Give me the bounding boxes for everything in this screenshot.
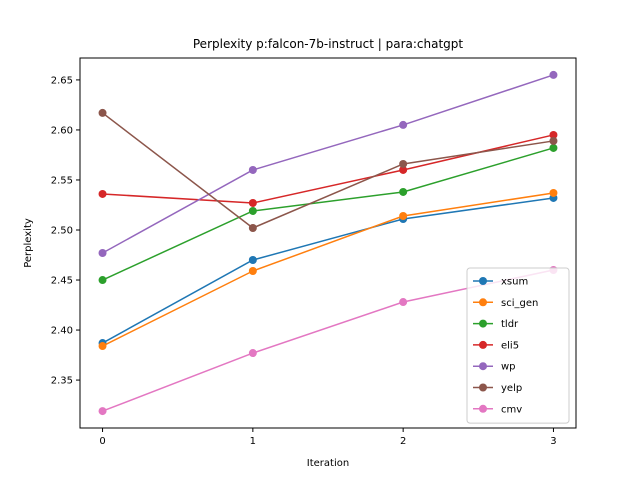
y-axis-label: Perplexity: [23, 218, 34, 268]
legend-label: xsum: [501, 277, 528, 288]
legend-item: sci_gen: [473, 298, 538, 309]
y-tick-label: 2.65: [51, 75, 73, 86]
legend-marker: [479, 383, 487, 392]
x-tick-label: 1: [250, 436, 256, 447]
series-tldr: [98, 143, 558, 285]
x-tick-label: 2: [400, 436, 406, 447]
data-point-wp: [549, 70, 558, 79]
legend-label: cmv: [501, 404, 522, 415]
legend-item: yelp: [473, 383, 522, 394]
chart-title: Perplexity p:falcon-7b-instruct | para:c…: [193, 37, 464, 51]
x-tick-label: 3: [550, 436, 556, 447]
legend-item: eli5: [473, 340, 519, 351]
y-axis: 2.35 2.40 2.45 2.50 2.55 2.60 2.65: [51, 75, 80, 387]
data-point-wp: [399, 120, 408, 129]
legend-item: cmv: [473, 404, 522, 415]
data-point-tldr: [549, 143, 558, 152]
legend-label: yelp: [501, 383, 522, 394]
data-point-tldr: [399, 187, 408, 196]
data-point-tldr: [98, 276, 107, 285]
series-line-xsum: [102, 197, 554, 344]
data-point-wp: [98, 249, 107, 258]
series-sci_gen: [98, 188, 558, 351]
plot-area-frame: [79, 57, 577, 429]
legend-label: tldr: [501, 319, 519, 330]
data-point-wp: [248, 165, 257, 174]
series-line-wp: [102, 74, 554, 254]
data-point-eli5: [549, 130, 558, 139]
data-point-eli5: [98, 189, 107, 198]
data-point-sci_gen: [98, 342, 107, 351]
x-axis-label: Iteration: [307, 458, 349, 469]
series-yelp: [98, 108, 558, 232]
data-point-cmv: [399, 298, 408, 307]
legend-item: wp: [473, 362, 516, 373]
series-line-tldr: [102, 147, 554, 281]
legend-marker: [479, 404, 487, 413]
series-wp: [98, 70, 558, 258]
y-tick-label: 2.40: [51, 326, 73, 337]
series-layer: [98, 70, 558, 416]
legend-label: sci_gen: [501, 298, 538, 309]
data-point-xsum: [248, 256, 257, 265]
data-point-eli5: [248, 198, 257, 207]
y-tick-label: 2.55: [51, 175, 73, 186]
series-line-yelp: [102, 112, 554, 229]
legend-box: [466, 267, 570, 424]
y-tick-label: 2.50: [51, 225, 73, 236]
legend-item: xsum: [473, 277, 528, 288]
data-point-cmv: [98, 407, 107, 416]
data-point-yelp: [98, 108, 107, 117]
data-point-yelp: [549, 136, 558, 145]
y-tick-label: 2.60: [51, 125, 73, 136]
data-point-sci_gen: [399, 211, 408, 220]
x-axis: 0 1 2 3: [99, 428, 557, 447]
data-point-eli5: [399, 165, 408, 174]
y-tick-label: 2.35: [51, 376, 73, 387]
legend-marker: [479, 319, 487, 328]
data-point-yelp: [399, 159, 408, 168]
legend-label: eli5: [501, 340, 519, 351]
legend-marker: [479, 277, 487, 285]
data-point-sci_gen: [549, 188, 558, 197]
legend-marker: [479, 298, 487, 307]
data-point-cmv: [248, 349, 257, 358]
legend-item: tldr: [473, 319, 519, 330]
legend-marker: [479, 340, 487, 349]
legend-marker: [479, 362, 487, 371]
y-tick-label: 2.45: [51, 276, 73, 287]
data-point-sci_gen: [248, 267, 257, 276]
data-point-tldr: [248, 206, 257, 215]
series-line-sci_gen: [102, 192, 554, 347]
data-point-yelp: [248, 223, 257, 232]
legend-label: wp: [501, 362, 516, 373]
x-tick-label: 0: [99, 436, 105, 447]
